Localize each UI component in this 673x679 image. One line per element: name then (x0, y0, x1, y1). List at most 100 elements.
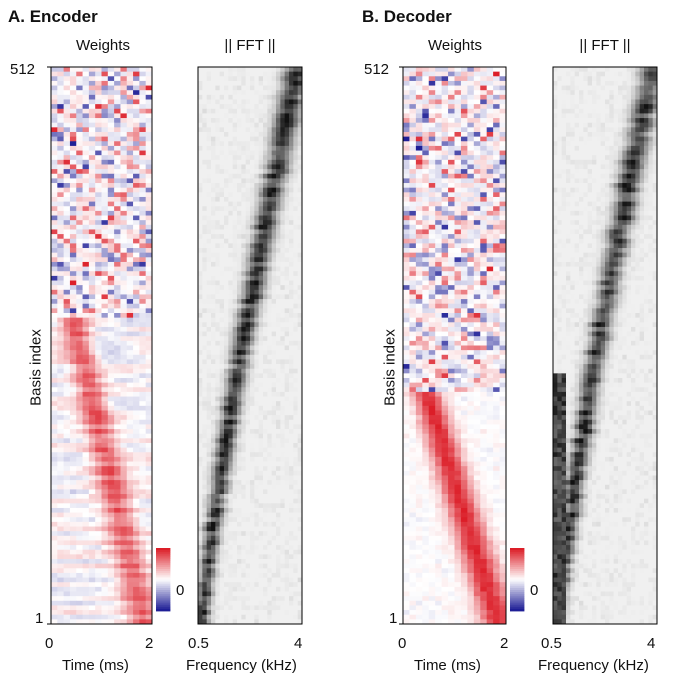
panel-a-weights-cell (76, 494, 83, 500)
panel-a-weights-cell (120, 275, 128, 281)
panel-a-weights-cell (145, 215, 153, 221)
panel-a-fft-cell (267, 275, 273, 281)
panel-a-weights-cell (107, 280, 115, 286)
panel-a-weights-cell (107, 559, 115, 565)
panel-a-fft-cell (215, 540, 221, 546)
panel-b-weights-cell (428, 76, 436, 82)
panel-a-weights-cell (51, 368, 58, 374)
panel-b-weights-cell (460, 71, 468, 77)
panel-a-weights-cell (95, 326, 102, 332)
panel-a-weights-cell (57, 577, 65, 583)
panel-a-weights-cell (51, 266, 58, 272)
panel-a-weights-cell (145, 586, 153, 592)
panel-a-weights-cell (107, 169, 115, 175)
panel-a-weights-cell (145, 131, 153, 138)
panel-a-weights-cell (57, 438, 65, 444)
panel-a-fft-cell (198, 577, 203, 583)
panel-a-weights-cell (69, 452, 77, 458)
panel-a-fft-cell (289, 308, 294, 314)
panel-a-fft-cell (228, 419, 234, 425)
panel-a-fft-cell (271, 377, 277, 384)
panel-a-weights-cell (76, 340, 83, 346)
panel-a-weights-cell (101, 452, 109, 458)
panel-a-fft-cell (284, 489, 290, 495)
panel-a-fft-cell (198, 512, 203, 518)
panel-a-weights-cell (101, 559, 109, 565)
panel-a-fft-cell (228, 122, 234, 128)
panel-a-fft-cell (224, 322, 229, 328)
panel-a-fft-cell (198, 192, 203, 198)
panel-a-weights-cell (139, 340, 147, 346)
panel-b-weights-cell (403, 99, 410, 105)
panel-a-weights-cell (120, 405, 128, 411)
panel-a-fft-cell (215, 368, 221, 374)
panel-b-weights-cell (435, 76, 443, 82)
panel-a-weights-cell (51, 568, 58, 574)
panel-a-colorbar-step (156, 598, 171, 601)
panel-a-fft-cell (198, 410, 203, 416)
panel-a-fft-cell (293, 586, 299, 592)
panel-a-weights-cell (120, 183, 128, 189)
panel-b-weights-cell (422, 76, 430, 82)
panel-a-fft-cell (254, 187, 260, 193)
panel-a-fft-cell (263, 466, 268, 472)
panel-a-weights-cell (57, 326, 65, 332)
panel-a-fft-cell (237, 531, 242, 537)
panel-a-weights-cell (51, 308, 58, 314)
panel-a-weights-cell (82, 373, 90, 379)
panel-a-fft-cell (232, 108, 238, 114)
panel-a-fft-cell (263, 498, 268, 504)
panel-a-fft-cell (237, 545, 242, 551)
panel-a-fft-cell (206, 90, 212, 96)
panel-a-fft-cell (254, 605, 260, 611)
panel-a-fft-cell (297, 122, 303, 128)
panel-a-weights-cell (63, 405, 71, 411)
panel-a-fft-cell (284, 326, 290, 332)
panel-a-fft-cell (263, 266, 268, 272)
panel-a-weights-cell (88, 582, 96, 588)
panel-a-weights-cell (95, 275, 102, 281)
panel-a-fft-cell (293, 280, 299, 286)
panel-a-fft-cell (254, 545, 260, 551)
panel-a-weights-cell (82, 67, 90, 73)
panel-a-fft-cell (215, 605, 221, 611)
panel-a-weights-cell (51, 401, 58, 407)
panel-a-fft-cell (198, 303, 203, 309)
panel-a-weights-cell (133, 178, 140, 184)
panel-a-fft-cell (241, 340, 247, 346)
panel-a-fft-cell (258, 317, 264, 323)
panel-a-fft-cell (241, 507, 247, 513)
panel-a-fft-cell (206, 71, 212, 77)
panel-a-fft-cell (250, 336, 255, 342)
panel-a-weights-cell (101, 517, 109, 523)
panel-a-weights-cell (88, 196, 96, 203)
panel-a-fft-cell (280, 131, 286, 138)
panel-a-fft-cell (219, 113, 225, 119)
panel-a-fft-cell (297, 373, 303, 379)
panel-a-weights-cell (107, 554, 115, 560)
panel-a-fft-cell (263, 373, 268, 379)
panel-a-fft-cell (219, 354, 225, 360)
panel-a-weights-cell (139, 308, 147, 314)
panel-a-fft-cell (258, 104, 264, 110)
panel-a-fft-cell (241, 401, 247, 407)
panel-a-fft-cell (297, 387, 303, 393)
panel-a-fft-cell (237, 80, 242, 86)
panel-a-weights-cell (69, 201, 77, 207)
panel-a-fft-cell (293, 419, 299, 425)
panel-a-weights-cell (76, 549, 83, 555)
panel-a-fft-cell (211, 494, 216, 500)
panel-a-fft-cell (211, 234, 216, 240)
panel-a-fft-cell (215, 419, 221, 425)
panel-a-fft-cell (267, 252, 273, 258)
panel-a-fft-cell (228, 275, 234, 281)
panel-a-fft-cell (224, 285, 229, 291)
panel-a-fft-cell (297, 104, 303, 110)
panel-b-weights-cell (499, 90, 507, 96)
panel-a-fft-cell (215, 382, 221, 388)
panel-a-weights-cell (126, 275, 134, 281)
panel-a-weights-cell (95, 80, 102, 86)
panel-a-fft-cell (202, 234, 208, 240)
panel-b-weights-cell (473, 71, 481, 77)
panel-a-weights-cell (101, 549, 109, 555)
